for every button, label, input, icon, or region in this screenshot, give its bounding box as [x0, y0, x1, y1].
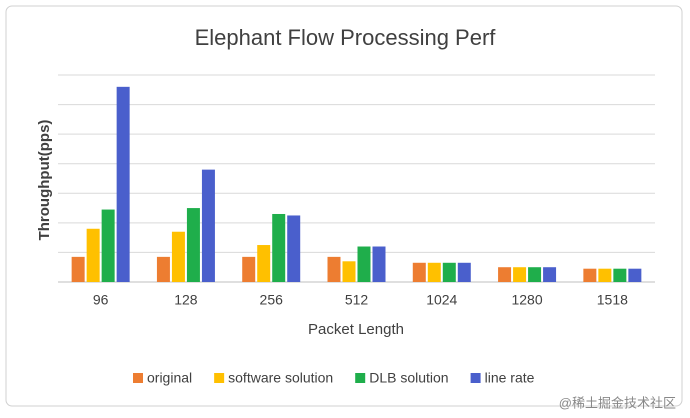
bar: [327, 256, 341, 282]
bar: [427, 262, 441, 282]
bar: [498, 267, 512, 282]
y-axis-label: Throughput(pps): [36, 120, 53, 241]
bar: [442, 262, 456, 282]
bar: [342, 261, 356, 282]
bar: [171, 231, 185, 282]
chart-title: Elephant Flow Processing Perf: [195, 25, 497, 50]
bar: [357, 246, 371, 282]
legend-swatch: [355, 373, 366, 383]
bar: [528, 267, 542, 282]
bar: [186, 208, 200, 282]
bar: [372, 246, 386, 282]
watermark: @稀土掘金技术社区: [559, 395, 676, 410]
x-tick-label: 96: [93, 292, 109, 308]
bar: [543, 267, 557, 282]
legend-label: software solution: [228, 370, 333, 386]
x-tick-label: 256: [260, 292, 284, 308]
bar: [201, 169, 215, 282]
bar: [116, 86, 130, 282]
bar: [457, 262, 471, 282]
bar: [598, 268, 612, 282]
bar: [613, 268, 627, 282]
bar: [257, 245, 271, 282]
x-tick-label: 1024: [426, 292, 457, 308]
chart-frame: [5, 5, 683, 407]
bar: [412, 262, 426, 282]
bar: [628, 268, 642, 282]
legend-swatch: [214, 373, 225, 383]
legend-label: line rate: [485, 370, 535, 386]
legend-swatch: [470, 373, 481, 383]
x-tick-label: 1518: [597, 292, 628, 308]
legend-label: original: [147, 370, 192, 386]
x-tick-label: 512: [345, 292, 369, 308]
bar: [272, 213, 286, 282]
bar: [86, 228, 100, 282]
bar: [156, 256, 170, 282]
bar: [513, 267, 527, 282]
bar: [287, 215, 301, 282]
bar: [583, 268, 597, 282]
bar: [242, 256, 256, 282]
legend-swatch: [133, 373, 143, 383]
x-tick-label: 1280: [511, 292, 542, 308]
legend-label: DLB solution: [369, 370, 448, 386]
bar: [71, 256, 85, 282]
x-axis-label: Packet Length: [308, 321, 404, 338]
bar: [101, 209, 115, 282]
x-tick-label: 128: [174, 292, 198, 308]
